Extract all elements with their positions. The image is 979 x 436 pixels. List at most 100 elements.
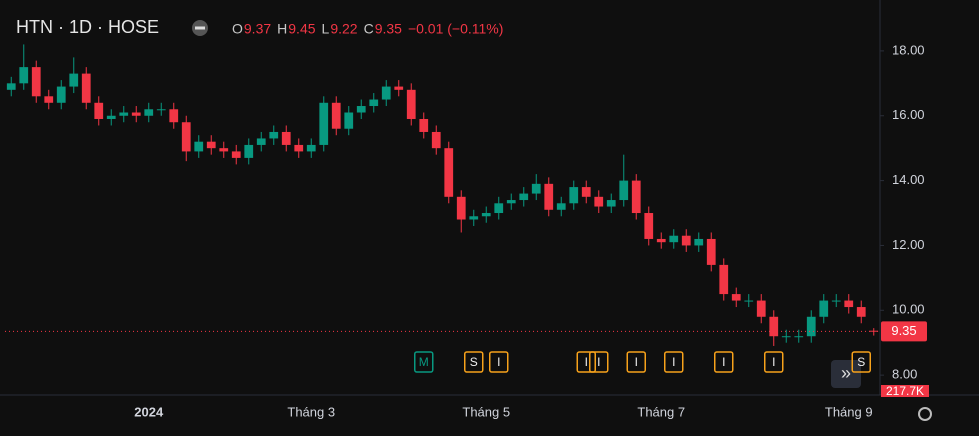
candle-body (569, 187, 579, 204)
candle-body (131, 112, 141, 116)
event-marker-label: I (635, 355, 638, 369)
candle-body (681, 235, 691, 246)
ohlc-value: 9.22 (330, 21, 357, 37)
event-marker (464, 351, 484, 373)
candle-body (194, 141, 204, 152)
candle-body (856, 307, 866, 317)
candle-body (381, 86, 391, 100)
candle-body (394, 86, 404, 90)
candle-body (306, 144, 316, 152)
y-tick-label: 8.00 (892, 367, 917, 382)
candle-body (419, 118, 429, 132)
event-marker (414, 351, 434, 373)
candle-body (156, 109, 166, 111)
volume-label: 217.7K (886, 384, 924, 398)
candle-body (781, 336, 791, 338)
settings-button[interactable] (918, 407, 932, 421)
candle-body (319, 102, 329, 145)
candle-body (181, 122, 191, 152)
candle-body (169, 109, 179, 123)
last-price-label: 9.35 (891, 323, 916, 338)
candle-body (769, 316, 779, 337)
candle-body (369, 99, 379, 107)
candle-body (844, 300, 854, 308)
candle-body (819, 300, 829, 317)
candle-body (56, 86, 66, 103)
event-marker-label: S (857, 355, 865, 369)
last-price-tag (881, 321, 927, 342)
candle-body (606, 200, 616, 207)
y-tick-label: 18.00 (892, 42, 925, 57)
candle-body (556, 203, 566, 210)
scroll-button[interactable] (831, 360, 861, 388)
y-tick-label: 12.00 (892, 237, 925, 252)
ohlc-key: O (232, 21, 243, 37)
candle-body (719, 264, 729, 295)
event-marker-label: I (672, 355, 675, 369)
candle-body (756, 300, 766, 317)
x-tick-label: Tháng 7 (637, 404, 685, 419)
change: −0.01 (−0.11%) (408, 21, 503, 37)
scroll-icon: » (841, 363, 851, 383)
candle-body (331, 102, 341, 129)
ohlc-key: C (364, 21, 374, 37)
candle-body (144, 109, 154, 116)
candle-body (81, 73, 91, 103)
candle-body (506, 200, 516, 204)
ohlc-legend: O 9.37 H 9.45 L 9.22 C 9.35 −0.01 (−0.11%) (232, 21, 503, 37)
candle-body (531, 183, 541, 194)
x-tick-label: Tháng 3 (287, 404, 335, 419)
candle-body (431, 131, 441, 149)
volume-tag (881, 385, 929, 397)
ohlc-value: 9.45 (288, 21, 315, 37)
candle-body (494, 203, 504, 214)
candle-body (356, 106, 366, 113)
x-tick-label: Tháng 9 (825, 404, 873, 419)
candle-body (731, 294, 741, 301)
symbol: HTN · 1D · HOSE (16, 17, 159, 37)
candle-body (669, 235, 679, 243)
event-marker (489, 351, 509, 373)
candle-body (706, 238, 716, 265)
ohlc-key: L (322, 21, 330, 37)
event-marker-label: I (722, 355, 725, 369)
candle-body (19, 67, 29, 84)
candle-body (106, 115, 116, 119)
event-marker (714, 351, 734, 373)
event-marker-label: I (585, 355, 588, 369)
candle-body (481, 213, 491, 217)
candle-body (619, 180, 629, 201)
event-marker (764, 351, 784, 373)
candle-body (44, 96, 54, 103)
collapse-icon (195, 26, 205, 30)
event-marker-label: I (597, 355, 600, 369)
candle-body (806, 316, 816, 337)
event-marker (664, 351, 684, 373)
candle-body (631, 180, 641, 214)
candle-body (831, 300, 841, 302)
event-marker-label: S (470, 355, 478, 369)
candle-body (644, 213, 654, 239)
x-tick-label: Tháng 5 (462, 404, 510, 419)
candle-body (206, 141, 216, 149)
candle-body (456, 196, 466, 220)
candle-body (744, 300, 754, 302)
event-marker (851, 351, 871, 373)
candle-body (406, 89, 416, 119)
candle-body (294, 144, 304, 152)
candle-body (94, 102, 104, 119)
x-tick-label: 2024 (134, 404, 164, 419)
event-marker-label: I (772, 355, 775, 369)
ohlc-key: H (277, 21, 287, 37)
candle-body (444, 148, 454, 197)
candle-body (519, 193, 529, 201)
candle-body (694, 238, 704, 246)
candle-body (69, 73, 79, 87)
candle-body (269, 131, 279, 139)
candle-body (219, 148, 229, 152)
ohlc-value: 9.37 (244, 21, 271, 37)
candle-body (344, 112, 354, 129)
candle-body (581, 187, 591, 197)
